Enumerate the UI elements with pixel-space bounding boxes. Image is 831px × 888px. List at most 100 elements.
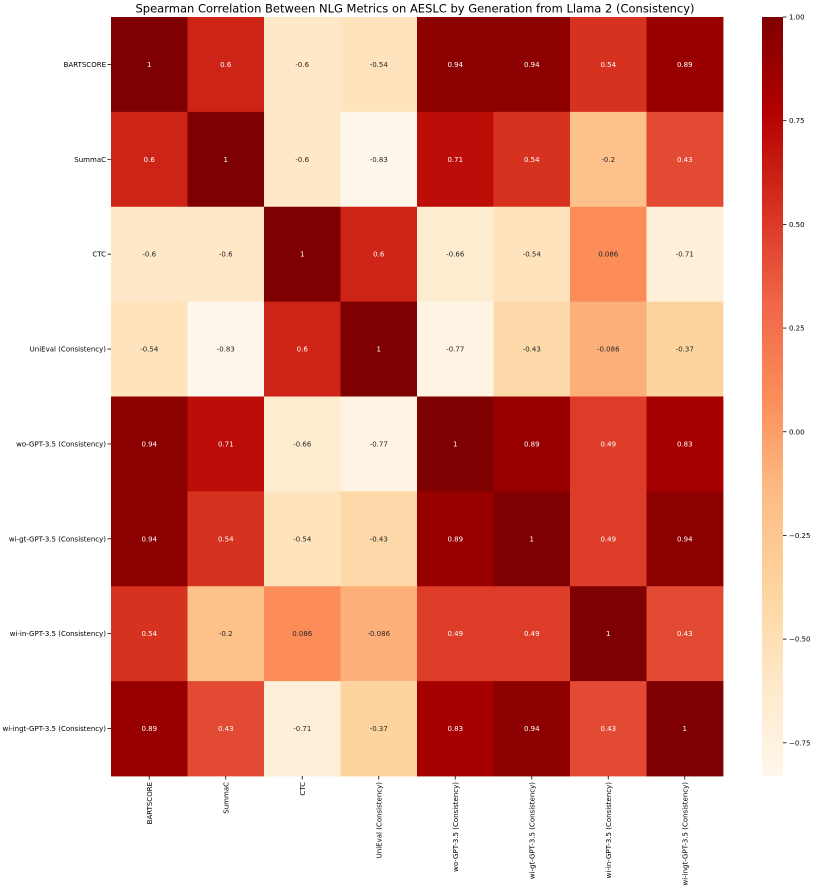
heatmap-cell-7-6 xyxy=(570,681,647,777)
heatmap-cell-3-5 xyxy=(493,301,571,397)
cell-value-label-7-0: 0.89 xyxy=(141,725,157,733)
col-label-3: UniEval (Consistency) xyxy=(375,782,383,859)
heatmap-cell-2-5 xyxy=(493,206,571,303)
cell-value-label-4-3: -0.77 xyxy=(370,440,388,448)
cell-value-label-4-6: 0.49 xyxy=(600,440,616,448)
heatmap-cell-1-5 xyxy=(493,111,571,208)
cell-value-label-0-0: 1 xyxy=(147,61,151,69)
heatmap-cell-4-7 xyxy=(646,396,724,492)
row-label-5: wi-gt-GPT-3.5 (Consistency) xyxy=(9,535,106,543)
colorbar-tick-label-2: 0.50 xyxy=(789,221,805,229)
heatmap-cell-1-2 xyxy=(264,111,341,208)
heatmap-cell-3-7 xyxy=(646,301,724,397)
heatmap-cell-4-0 xyxy=(111,396,188,492)
cell-value-label-3-3: 1 xyxy=(377,346,381,354)
cell-value-label-3-7: -0.37 xyxy=(676,346,694,354)
cell-value-label-2-2: 1 xyxy=(300,251,304,259)
heatmap-cell-0-4 xyxy=(417,17,494,113)
heatmap-cell-6-0 xyxy=(111,586,188,682)
col-label-4: wo-GPT-3.5 (Consistency) xyxy=(452,782,460,872)
cell-value-label-7-3: -0.37 xyxy=(370,725,388,733)
heatmap-cell-1-4 xyxy=(417,111,494,208)
heatmap-cell-3-1 xyxy=(187,301,265,397)
heatmap-cell-6-2 xyxy=(264,586,341,682)
cell-value-label-4-4: 1 xyxy=(453,440,457,448)
heatmap-cell-4-2 xyxy=(264,396,341,492)
heatmap-cell-2-0 xyxy=(111,206,188,303)
heatmap-cell-4-6 xyxy=(570,396,647,492)
cell-value-label-3-4: -0.77 xyxy=(446,346,464,354)
cell-value-label-1-5: 0.54 xyxy=(524,156,540,164)
cell-value-label-1-7: 0.43 xyxy=(677,156,693,164)
heatmap-cell-0-7 xyxy=(646,17,724,113)
cell-value-label-3-2: 0.6 xyxy=(297,346,309,354)
heatmap-cell-1-0 xyxy=(111,111,188,208)
heatmap-cell-7-2 xyxy=(264,681,341,777)
cell-value-label-6-1: -0.2 xyxy=(219,630,233,638)
cell-value-label-0-3: -0.54 xyxy=(370,61,389,69)
colorbar-tick-label-0: 1.00 xyxy=(789,14,805,22)
heatmap-cell-3-3 xyxy=(340,301,418,397)
cell-value-label-3-0: -0.54 xyxy=(140,346,159,354)
heatmap-cells: 1 0.6 -0.6 -0.54 0.94 0.94 0.54 0.89 0.6 1 -0.6 -0.… xyxy=(111,17,724,777)
cell-value-label-7-6: 0.43 xyxy=(600,725,616,733)
heatmap-cell-1-7 xyxy=(646,111,724,208)
cell-value-label-0-1: 0.6 xyxy=(220,61,232,69)
cell-value-label-1-0: 0.6 xyxy=(144,156,156,164)
heatmap-cell-4-1 xyxy=(187,396,265,492)
cell-value-label-0-2: -0.6 xyxy=(295,61,309,69)
cell-value-label-4-2: -0.66 xyxy=(293,440,312,448)
heatmap-cell-1-3 xyxy=(340,111,418,208)
heatmap-cell-3-4 xyxy=(417,301,494,397)
cell-value-label-0-5: 0.94 xyxy=(524,61,540,69)
heatmap-cell-5-1 xyxy=(187,491,265,587)
heatmap-cell-7-3 xyxy=(340,681,418,777)
colorbar-tick-label-4: 0.00 xyxy=(789,428,805,436)
cell-value-label-7-4: 0.83 xyxy=(447,725,463,733)
row-label-0: BARTSCORE xyxy=(64,61,106,69)
cell-value-label-5-1: 0.54 xyxy=(218,535,234,543)
cell-value-label-6-3: -0.086 xyxy=(367,630,390,638)
heatmap-cell-5-3 xyxy=(340,491,418,587)
cell-value-label-3-5: -0.43 xyxy=(523,346,541,354)
cell-value-label-2-7: -0.71 xyxy=(676,251,694,259)
col-label-2: CTC xyxy=(299,782,307,796)
heatmap-cell-6-5 xyxy=(493,586,571,682)
colorbar-tick-label-6: −0.50 xyxy=(789,636,810,644)
cell-value-label-5-5: 1 xyxy=(530,535,534,543)
col-label-0: BARTSCORE xyxy=(146,782,154,824)
cell-value-label-0-4: 0.94 xyxy=(447,61,463,69)
cell-value-label-2-5: -0.54 xyxy=(523,251,542,259)
heatmap-cell-7-7 xyxy=(646,681,724,777)
cell-value-label-6-0: 0.54 xyxy=(141,630,157,638)
colorbar-tick-label-7: −0.75 xyxy=(789,739,810,747)
heatmap-cell-4-5 xyxy=(493,396,571,492)
cell-value-label-1-4: 0.71 xyxy=(447,156,463,164)
chart-title: Spearman Correlation Between NLG Metrics… xyxy=(136,2,695,16)
heatmap-cell-5-4 xyxy=(417,491,494,587)
cell-value-label-2-1: -0.6 xyxy=(219,251,233,259)
heatmap-cell-1-6 xyxy=(570,111,647,208)
cell-value-label-5-7: 0.94 xyxy=(677,535,693,543)
heatmap-cell-0-3 xyxy=(340,17,418,113)
heatmap-cell-6-4 xyxy=(417,586,494,682)
cell-value-label-4-7: 0.83 xyxy=(677,440,693,448)
heatmap-cell-2-2 xyxy=(264,206,341,303)
heatmap-cell-2-4 xyxy=(417,206,494,303)
cell-value-label-1-6: -0.2 xyxy=(601,156,615,164)
row-label-4: wo-GPT-3.5 (Consistency) xyxy=(16,440,106,448)
heatmap-cell-0-6 xyxy=(570,17,647,113)
cell-value-label-6-5: 0.49 xyxy=(524,630,540,638)
row-label-2: CTC xyxy=(92,251,106,259)
colorbar xyxy=(762,17,783,776)
cell-value-label-0-6: 0.54 xyxy=(600,61,616,69)
cell-value-label-5-2: -0.54 xyxy=(293,535,312,543)
heatmap-cell-6-3 xyxy=(340,586,418,682)
heatmap-cell-4-4 xyxy=(417,396,494,492)
cell-value-label-2-6: 0.086 xyxy=(598,251,619,259)
colorbar-tick-label-5: −0.25 xyxy=(789,532,810,540)
cell-value-label-1-3: -0.83 xyxy=(370,156,388,164)
heatmap-cell-2-7 xyxy=(646,206,724,303)
cell-value-label-7-5: 0.94 xyxy=(524,725,540,733)
cell-value-label-7-2: -0.71 xyxy=(293,725,311,733)
